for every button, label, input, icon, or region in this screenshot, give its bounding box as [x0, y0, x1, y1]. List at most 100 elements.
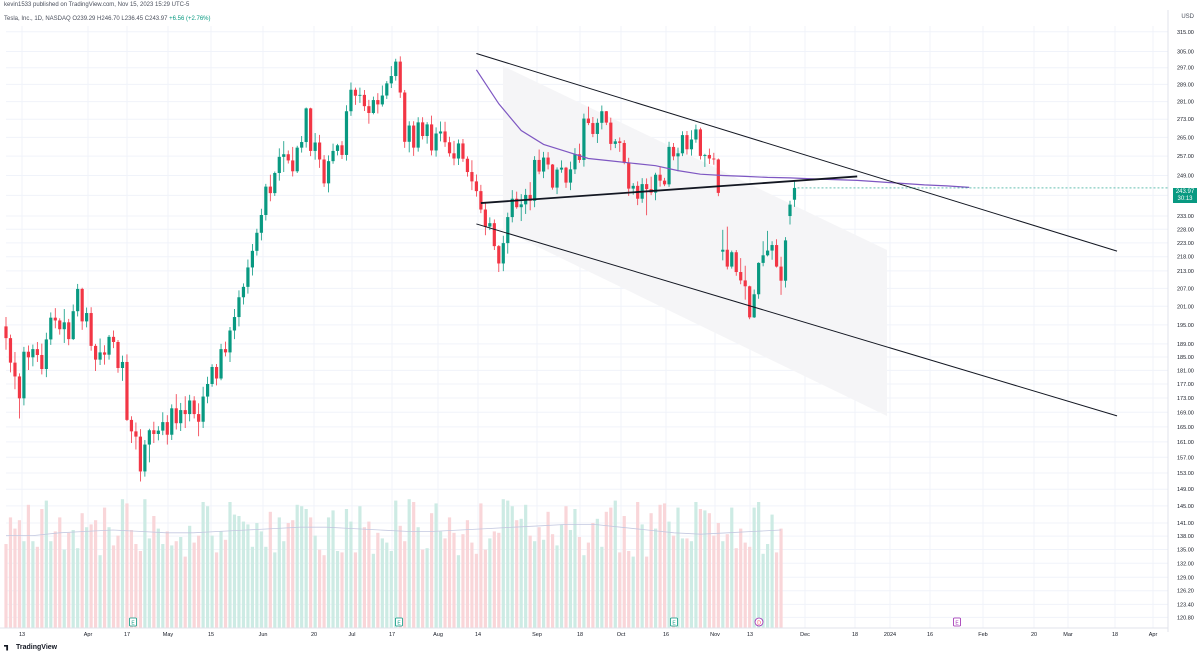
candle	[286, 150, 290, 164]
volume-bar	[640, 524, 644, 628]
time-tick-label: Jul	[348, 632, 355, 638]
volume-bar	[479, 503, 483, 628]
candle-body	[353, 89, 358, 96]
volume-bar	[542, 539, 546, 628]
volume-bar	[550, 534, 555, 628]
candle	[394, 58, 398, 81]
time-tick-label: Dec	[800, 632, 810, 638]
candle	[376, 93, 380, 114]
candle	[201, 386, 205, 429]
candle-body	[282, 154, 286, 157]
candle-body	[67, 322, 71, 340]
candle-body	[165, 422, 169, 435]
candle-body	[568, 169, 573, 183]
candle	[206, 376, 210, 404]
candle	[219, 343, 223, 381]
time-tick-label: 20	[311, 632, 317, 638]
candle	[712, 152, 716, 165]
volume-bar	[394, 500, 398, 628]
volume-bar	[22, 541, 26, 628]
volume-bar	[331, 510, 335, 628]
price-tick-label: 138.00	[1177, 534, 1194, 540]
candle	[591, 116, 595, 138]
candle-body	[134, 431, 138, 437]
candle-body	[277, 156, 281, 174]
price-tick-label: 213.00	[1177, 269, 1194, 275]
candle	[255, 228, 259, 256]
candle-body	[712, 158, 716, 160]
volume-bar	[107, 527, 111, 628]
price-tick-label: 120.80	[1177, 615, 1194, 621]
candle	[752, 289, 756, 318]
volume-bar	[618, 552, 622, 628]
candle-body	[488, 223, 492, 227]
candle	[13, 352, 17, 390]
time-axis[interactable]: 13 Apr 17 May 15 Jun 20 Jul 17 Aug 14 Sep 18 Oct 16 Nov…	[0, 627, 1168, 638]
volume-bar	[770, 514, 774, 628]
event-marker-label: E	[955, 621, 959, 627]
volume-bar	[519, 518, 523, 628]
candle	[358, 87, 362, 103]
candle	[730, 250, 734, 269]
candle-body	[716, 159, 720, 193]
candle	[559, 160, 564, 173]
volume-bar	[273, 552, 277, 628]
candle	[622, 140, 626, 165]
volume-bar	[49, 541, 53, 628]
candle	[609, 117, 613, 151]
bar-countdown: 30:13	[1177, 196, 1193, 202]
event-marker[interactable]: E	[670, 617, 678, 627]
volume-bars	[4, 499, 783, 628]
event-marker[interactable]: D	[754, 617, 764, 627]
volume-bar	[255, 523, 259, 628]
candle-body	[739, 272, 743, 281]
tradingview-brand[interactable]: TradingView	[4, 644, 57, 651]
candle	[725, 226, 729, 270]
volume-bar	[161, 544, 165, 628]
price-axis[interactable]: 315.00 305.00 297.00 289.00 281.00 273.00 265.…	[1167, 10, 1200, 632]
volume-bar	[564, 506, 568, 628]
event-marker[interactable]: E	[129, 617, 137, 627]
candle-body	[779, 266, 783, 281]
volume-bar	[658, 504, 662, 628]
volume-bar	[443, 538, 447, 628]
price-tick-label: 249.00	[1177, 173, 1194, 179]
candle-body	[143, 444, 147, 472]
candle-body	[721, 249, 725, 252]
candle-body	[698, 129, 702, 156]
candlesticks[interactable]	[4, 56, 797, 482]
candle	[85, 307, 89, 328]
volume-bar	[447, 517, 452, 628]
volume-bar	[631, 556, 635, 628]
volume-bar	[197, 535, 201, 628]
candle-body	[774, 245, 779, 267]
event-marker[interactable]: E	[953, 617, 961, 627]
event-marker[interactable]: E	[395, 617, 403, 627]
time-tick-label: Apr	[1149, 632, 1158, 638]
candle	[120, 355, 125, 381]
volume-bar	[44, 500, 48, 628]
candle-body	[792, 187, 797, 200]
candle	[170, 404, 174, 441]
candle-body	[116, 341, 120, 368]
volume-bar	[515, 520, 519, 628]
candle-body	[259, 214, 263, 233]
trendlines[interactable]	[476, 53, 1168, 417]
candle	[228, 327, 232, 362]
symbol-legend[interactable]: Tesla, Inc., 1D, NASDAQ O239.29 H246.70 …	[4, 16, 211, 22]
candle	[757, 262, 761, 299]
event-marker-shape	[754, 617, 764, 627]
candle-body	[707, 154, 711, 159]
candle	[98, 338, 102, 365]
volume-bar	[58, 517, 62, 628]
price-tick-label: 218.00	[1177, 255, 1194, 261]
volume-bar	[766, 544, 770, 628]
candle-body	[421, 122, 425, 137]
candle	[694, 124, 698, 143]
volume-bar	[31, 541, 35, 628]
candle-body	[170, 408, 174, 435]
volume-bar	[268, 511, 272, 628]
candle-body	[291, 160, 295, 172]
